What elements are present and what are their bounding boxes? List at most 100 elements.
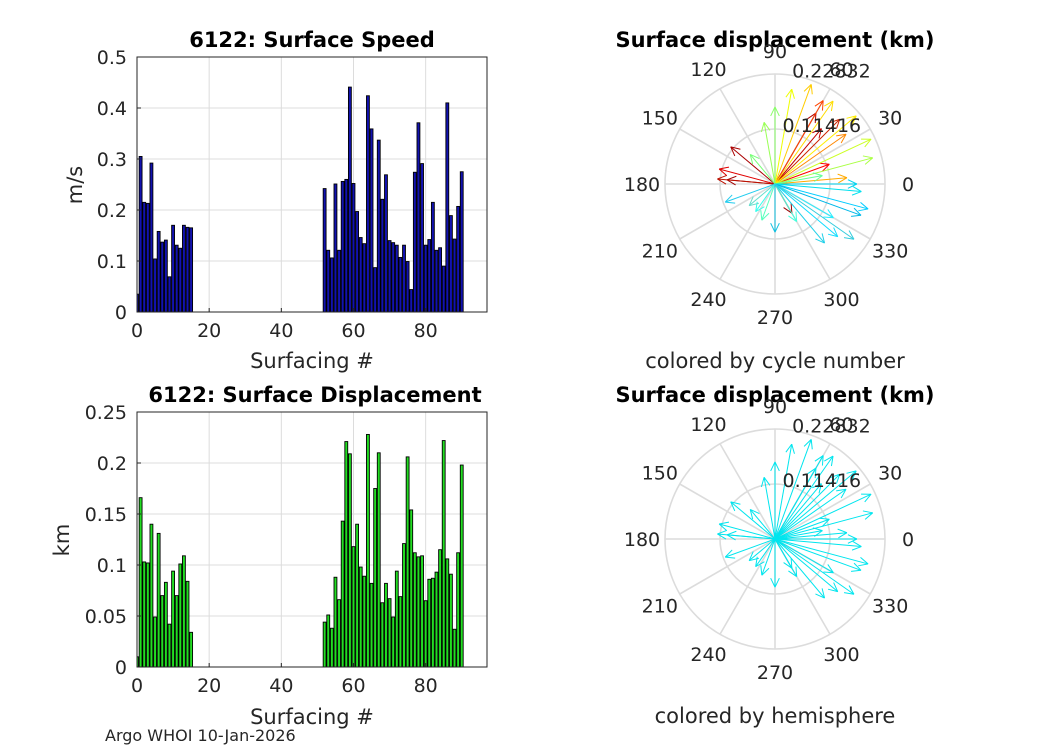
polar-cycle-vector-head xyxy=(851,115,857,126)
polar-hemisphere-vector-shaft xyxy=(717,533,776,540)
polar-cycle-vector xyxy=(749,154,776,185)
polar-cycle-vector xyxy=(774,183,855,240)
polar-cycle-vector-head xyxy=(812,172,823,177)
polar-cycle-vector-head xyxy=(836,133,847,137)
polar-cycle-vector-shaft xyxy=(774,100,834,185)
displacement-bar xyxy=(412,552,417,668)
polar-cycle-vector-head xyxy=(821,163,830,172)
polar-cycle-vector xyxy=(774,88,795,185)
displacement-bar xyxy=(189,631,194,668)
polar-cycle-vector-shaft xyxy=(774,128,822,185)
speed-x-tick-label: 40 xyxy=(269,320,293,342)
speed-bar xyxy=(394,244,399,313)
speed-bar xyxy=(351,183,356,313)
polar-cycle-vector-head xyxy=(726,179,736,186)
polar-hemisphere-vector-shaft xyxy=(774,518,830,540)
polar-hemisphere-vector xyxy=(774,538,798,577)
polar-hemisphere-vector xyxy=(774,439,813,540)
displacement-bar xyxy=(423,600,428,668)
displacement-y-tick-label: 0.15 xyxy=(85,504,127,526)
polar-cycle-vector-head xyxy=(763,122,771,131)
polar-hemisphere-vector-head xyxy=(730,501,741,505)
speed-bar xyxy=(171,224,175,313)
polar-cycle-vector-head xyxy=(750,154,760,160)
speed-bar xyxy=(362,243,367,313)
polar-hemisphere-vector-shaft xyxy=(774,538,834,574)
polar-cycle-vector xyxy=(774,138,872,185)
displacement-bar xyxy=(142,561,147,668)
polar-hemisphere-vector xyxy=(749,509,776,540)
polar-hemisphere-vector-head xyxy=(858,563,869,567)
polar-hemisphere-vector xyxy=(774,483,822,540)
polar-hemisphere-vector-head xyxy=(815,593,825,599)
speed-bar xyxy=(182,224,186,313)
speed-bar xyxy=(322,188,327,313)
polar-hemisphere-vector xyxy=(718,521,776,540)
polar-cycle-vector-head xyxy=(846,115,857,119)
polar-hemisphere-labels: 0 30 60 90 120 150 180 210 240 270 300 330 0.11416 0.… xyxy=(624,396,914,684)
polar-hemisphere-vector-head xyxy=(830,456,834,467)
polar-hemisphere-vector-shaft xyxy=(774,538,862,548)
polar-cycle-vector-head xyxy=(827,233,838,238)
polar-cycle-vector-head xyxy=(788,215,797,222)
polar-cycle-vector-head xyxy=(851,191,862,196)
polar-cycle-vector xyxy=(774,118,841,185)
polar-cycle-vector-head xyxy=(770,222,776,233)
polar-hemisphere-vector-shaft xyxy=(774,444,793,540)
displacement-x-axis-label: Surfacing # xyxy=(250,705,374,729)
polar-cycle-vector-head xyxy=(858,208,869,212)
speed-bar xyxy=(376,139,381,313)
speed-axes-box xyxy=(136,56,488,313)
displacement-bar xyxy=(337,599,341,668)
polar-hemisphere-angle-label: 330 xyxy=(872,596,908,618)
displacement-y-tick-label: 0.2 xyxy=(97,453,127,475)
polar-cycle-vector-head xyxy=(864,157,874,165)
polar-hemisphere-vector-head xyxy=(836,488,847,492)
polar-hemisphere-vector-head xyxy=(785,443,793,453)
displacement-ticks: 0 20 40 60 80 0 0.05 0.1 0.15 0.2 0.25 xyxy=(85,402,438,697)
polar-cycle-vector-head xyxy=(862,155,873,159)
polar-hemisphere-chart: Surface displacement (km) 0 30 60 90 120 150 1… xyxy=(615,383,934,728)
polar-hemisphere-vector-shaft xyxy=(774,538,798,577)
displacement-bar xyxy=(416,556,421,668)
speed-bar xyxy=(160,241,165,313)
polar-hemisphere-vector-shaft xyxy=(774,538,839,593)
polar-cycle-vector xyxy=(774,172,823,185)
displacement-bar xyxy=(333,576,338,668)
polar-cycle-vector-shaft xyxy=(730,146,776,185)
polar-cycle-vector-shaft xyxy=(749,154,776,185)
polar-cycle-vector-head xyxy=(847,179,858,185)
speed-bar xyxy=(402,244,406,313)
polar-cycle-angle-label: 270 xyxy=(757,307,793,329)
polar-hemisphere-vector-head xyxy=(803,439,812,447)
speed-bar xyxy=(167,276,172,313)
displacement-bar xyxy=(326,614,331,668)
footer-text: Argo WHOI 10-Jan-2026 xyxy=(105,726,296,745)
speed-bar xyxy=(337,249,341,313)
polar-cycle-vector-shaft xyxy=(763,122,776,185)
polar-hemisphere-vector xyxy=(774,488,847,540)
speed-ticks: 0 20 40 60 80 0 0.1 0.2 0.3 0.4 0.5 xyxy=(97,47,438,342)
polar-hemisphere-vector-shaft xyxy=(749,509,776,540)
polar-hemisphere-vector xyxy=(774,455,834,540)
polar-cycle-vector-shaft xyxy=(774,84,812,185)
speed-bar xyxy=(456,205,461,313)
polar-cycle-angle-label: 120 xyxy=(690,59,726,81)
polar-cycle-angle-label: 60 xyxy=(829,59,853,81)
polar-hemisphere-vector-head xyxy=(717,533,727,540)
speed-bar xyxy=(438,247,442,313)
displacement-bar xyxy=(171,570,175,668)
polar-hemisphere-vector-head xyxy=(749,509,754,520)
polar-hemisphere-vector-shaft xyxy=(774,538,869,565)
polar-cycle-vector-head xyxy=(814,100,824,107)
polar-cycle-vector-head xyxy=(774,106,780,117)
polar-cycle-vector-head xyxy=(726,175,737,181)
displacement-y-axis-label: km xyxy=(50,524,74,557)
polar-hemisphere-angle-label: 0 xyxy=(902,529,914,551)
polar-cycle-vector-shaft xyxy=(761,183,776,221)
speed-bar xyxy=(384,174,388,313)
speed-bar xyxy=(449,215,453,313)
polar-hemisphere-vector-head xyxy=(748,551,754,561)
displacement-bar xyxy=(185,580,190,668)
